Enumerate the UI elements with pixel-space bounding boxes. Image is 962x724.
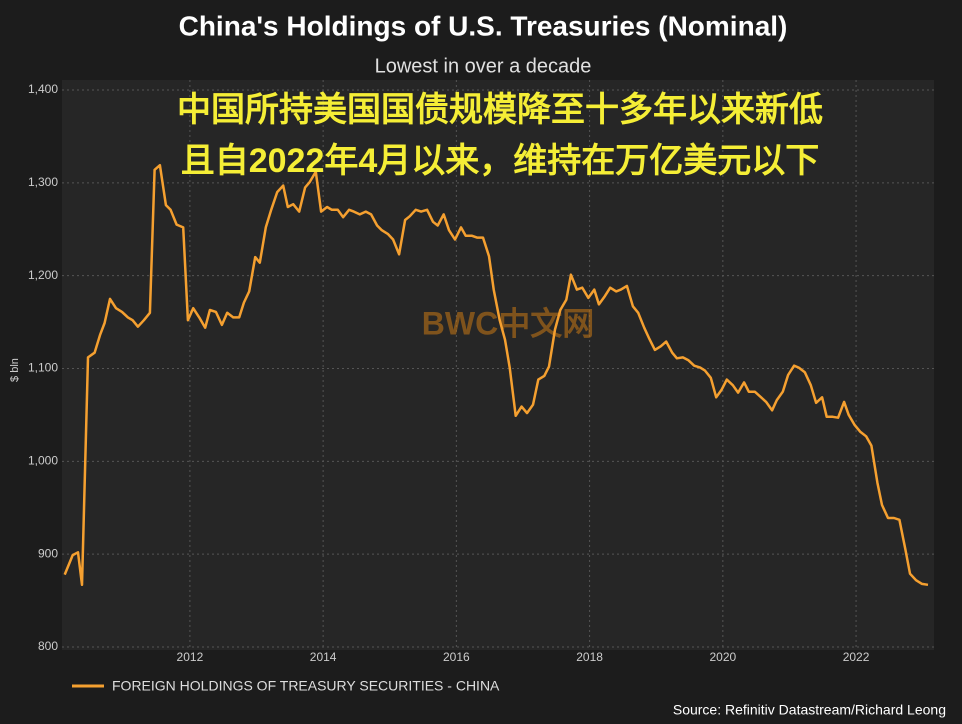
- y-axis-label: $ bln: [9, 358, 21, 382]
- x-tick-label: 2018: [576, 650, 603, 664]
- x-tick-label: 2020: [709, 650, 736, 664]
- y-tick-label: 1,000: [28, 454, 58, 468]
- x-tick-label: 2014: [310, 650, 337, 664]
- source: Source: Refinitiv Datastream/Richard Leo…: [673, 702, 946, 718]
- y-tick-label: 1,300: [28, 175, 58, 189]
- y-tick-label: 1,100: [28, 361, 58, 375]
- x-tick-label: 2012: [177, 650, 204, 664]
- plot-area: [62, 80, 934, 650]
- y-tick-label: 1,200: [28, 268, 58, 282]
- y-tick-label: 900: [38, 546, 58, 560]
- x-tick-label: 2016: [443, 650, 470, 664]
- data-line: [63, 163, 929, 587]
- annotation: 且自2022年4月以来，维持在万亿美元以下: [181, 142, 820, 180]
- watermark: BWC中文网: [422, 305, 594, 341]
- annotation: 中国所持美国国债规模降至十多年以来新低: [177, 91, 823, 129]
- chart-title: China's Holdings of U.S. Treasuries (Nom…: [179, 10, 788, 41]
- chart-subtitle: Lowest in over a decade: [375, 55, 592, 77]
- y-tick-label: 800: [38, 639, 58, 653]
- legend-label: FOREIGN HOLDINGS OF TREASURY SECURITIES …: [112, 678, 500, 694]
- x-tick-label: 2022: [843, 650, 870, 664]
- y-tick-label: 1,400: [28, 82, 58, 96]
